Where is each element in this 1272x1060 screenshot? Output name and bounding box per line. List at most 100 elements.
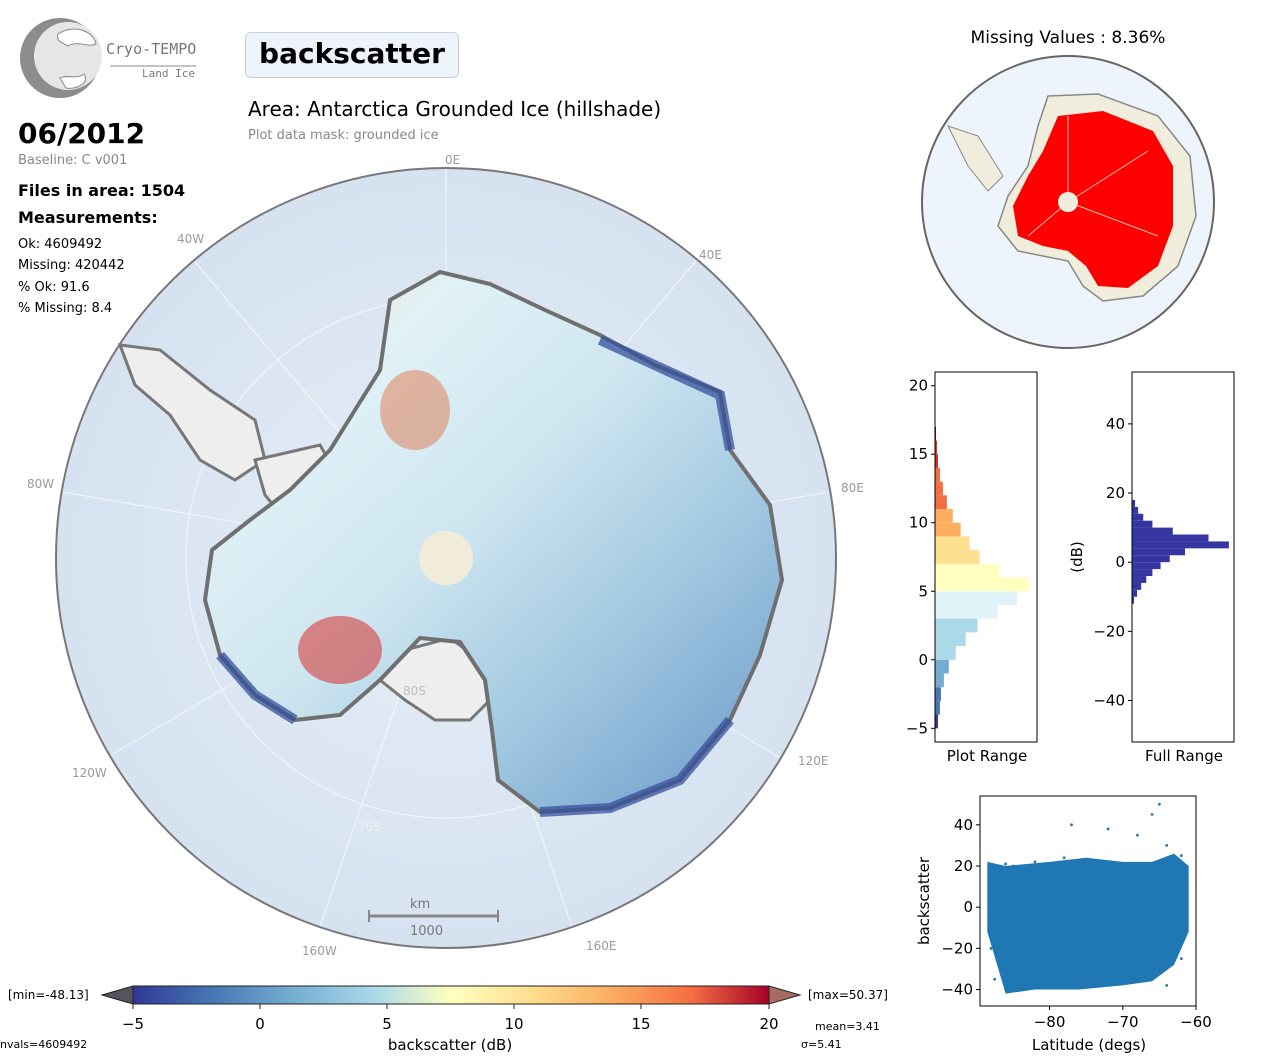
- scale-bar: [368, 910, 499, 922]
- parameter-title-box: backscatter: [245, 32, 459, 78]
- scatter-point: [1165, 844, 1169, 847]
- coastal-low-backscatter: [216, 335, 735, 817]
- scatter-xtick-label: −60: [1180, 1013, 1212, 1031]
- scatter-point: [1179, 957, 1183, 961]
- hist-bar: [935, 714, 938, 729]
- colorbar-tick: 15: [631, 1015, 651, 1033]
- scatter-cloud: [987, 853, 1189, 994]
- scatter-point: [989, 946, 993, 950]
- scatter-point: [1121, 967, 1125, 971]
- hist-bar: [1132, 506, 1139, 514]
- hist-bar: [935, 509, 953, 523]
- hist-bar: [1132, 582, 1142, 590]
- scatter-point: [1157, 802, 1161, 806]
- hist-plot-ytick-label: 20: [909, 377, 928, 395]
- scatter-point: [1062, 984, 1066, 987]
- missing-region: [1013, 111, 1173, 288]
- scatter-point: [1106, 971, 1110, 975]
- pct-ok: % Ok: 91.6: [18, 280, 90, 295]
- cryo-tempo-logo: Cryo-TEMPO Land Ice: [18, 16, 208, 100]
- colorbar-label: backscatter (dB): [387, 1036, 513, 1054]
- scatter-point: [1150, 813, 1154, 816]
- hist-bar: [935, 618, 978, 633]
- scatter-point: [1150, 971, 1154, 975]
- hist-bar: [935, 700, 940, 715]
- colorbar: [100, 985, 802, 1009]
- hist-plot-ytick-label: 0: [918, 651, 928, 669]
- hist-full-ytick-label: 0: [1115, 553, 1125, 571]
- scatter-xtick-label: −80: [1034, 1013, 1066, 1031]
- hist-bar: [935, 495, 947, 510]
- hist-full-frame: [1131, 371, 1235, 743]
- scatter-point: [1092, 979, 1095, 983]
- colorbar-tick: 5: [382, 1015, 392, 1033]
- colorbar-gradient: [132, 985, 770, 1005]
- colorbar-max-label: [max=50.37]: [808, 988, 888, 1002]
- mean-label: mean=3.41: [815, 1020, 880, 1033]
- lon-label: 120E: [798, 754, 829, 768]
- measurements-title: Measurements:: [18, 208, 158, 227]
- hist-bar: [1132, 499, 1136, 507]
- hist-bar: [935, 632, 966, 647]
- scatter-point: [1004, 988, 1008, 991]
- hist-full-ytick-label: 40: [1106, 415, 1125, 433]
- pole-hole: [419, 531, 473, 585]
- lon-label: 160W: [302, 944, 337, 958]
- lon-label: 160E: [586, 939, 617, 953]
- hist-plot-ytick-label: −5: [906, 719, 928, 737]
- scatter-point: [1018, 984, 1022, 987]
- colorbar-tick: 10: [504, 1015, 524, 1033]
- lon-label: 40W: [177, 232, 205, 246]
- hist-bar: [935, 536, 970, 551]
- hist-bar: [1132, 555, 1170, 563]
- high-backscatter-region: [298, 616, 382, 684]
- hist-bar: [935, 550, 980, 564]
- date-title: 06/2012: [18, 117, 146, 150]
- scatter-point: [1048, 864, 1051, 868]
- hist-bar: [1132, 534, 1209, 542]
- parameter-title: backscatter: [259, 37, 445, 70]
- hist-bar: [1132, 596, 1135, 604]
- logo-name: Cryo-TEMPO: [106, 40, 197, 58]
- missing-map-title: Missing Values : 8.36%: [970, 28, 1166, 48]
- ok-count: Ok: 4609492: [18, 237, 103, 252]
- hist-bar: [935, 659, 949, 674]
- hist-bar: [1132, 527, 1173, 535]
- colorbar-tick: 20: [759, 1015, 779, 1033]
- lat-label: 70S: [358, 820, 381, 834]
- scatter-point: [1136, 977, 1139, 981]
- scatter-point: [1004, 862, 1008, 866]
- logo-sub: Land Ice: [142, 67, 195, 80]
- scatter-frame: [979, 795, 1197, 1007]
- hist-bar: [935, 454, 938, 468]
- hist-bar: [935, 687, 941, 701]
- hist-bar: [1132, 569, 1153, 577]
- hist-bar: [935, 577, 1029, 592]
- hist-bar: [935, 646, 956, 660]
- scatter-xlabel: Latitude (degs): [1031, 1036, 1147, 1054]
- scatter-ytick-label: −40: [941, 981, 973, 999]
- logo-globe-icon: [20, 18, 196, 98]
- hist-bar: [935, 522, 961, 537]
- missing-values-map: [921, 55, 1215, 349]
- mask-subtitle: Plot data mask: grounded ice: [248, 128, 439, 143]
- hist-bar: [935, 604, 998, 619]
- scatter-point: [1165, 984, 1169, 987]
- scatter-point: [1070, 823, 1073, 827]
- files-label: Files in area: 1504: [18, 181, 186, 200]
- scatter-point: [1062, 856, 1066, 860]
- sigma-label: σ=5.41: [801, 1038, 842, 1051]
- hist-plot-xlabel: Plot Range: [946, 747, 1028, 765]
- scatter-ylabel: backscatter: [915, 856, 933, 945]
- colorbar-max-extend: [768, 985, 802, 1005]
- lon-label: 80W: [27, 477, 55, 491]
- hist-bar: [1132, 513, 1144, 521]
- hist-bar: [935, 673, 944, 688]
- scatter-point: [993, 977, 997, 981]
- hist-bar: [935, 440, 937, 455]
- hist-bar: [935, 563, 1000, 578]
- scatter-point: [1150, 864, 1154, 868]
- scatter-ytick-label: 20: [954, 857, 973, 875]
- scatter-point: [1106, 827, 1110, 831]
- scale-unit: km: [410, 897, 431, 912]
